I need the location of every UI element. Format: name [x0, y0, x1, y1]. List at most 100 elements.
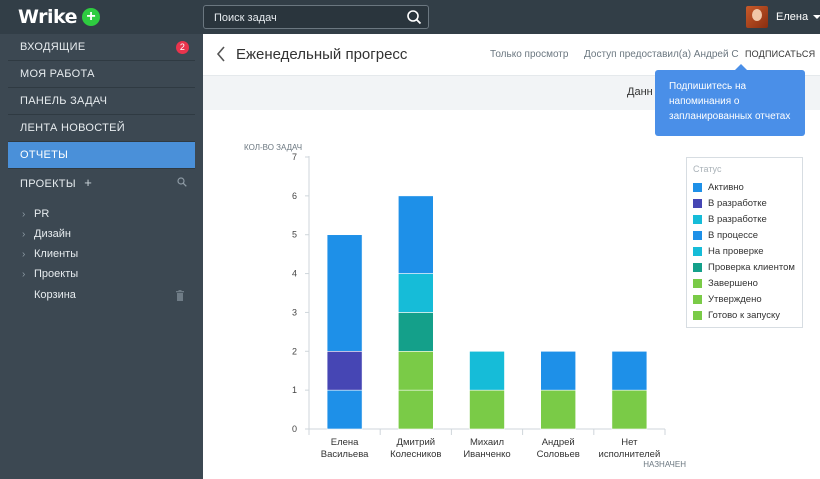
- y-tick-label: 0: [292, 424, 297, 434]
- legend-item[interactable]: Проверка клиентом: [693, 260, 795, 274]
- bar-segment: [398, 350, 434, 391]
- legend-swatch: [693, 310, 702, 320]
- legend-swatch: [693, 230, 702, 240]
- search-input[interactable]: [214, 9, 404, 26]
- bar-segment: [326, 389, 363, 430]
- chevron-down-icon: [813, 15, 820, 19]
- legend-item[interactable]: Утверждено: [693, 292, 762, 306]
- avatar: [746, 6, 768, 28]
- legend-label: Завершено: [708, 277, 758, 289]
- sidebar: ВХОДЯЩИЕ 2 МОЯ РАБОТА ПАНЕЛЬ ЗАДАЧ ЛЕНТА…: [0, 34, 203, 479]
- legend-label: Утверждено: [708, 293, 762, 305]
- bar-segment: [469, 389, 505, 430]
- x-axis-label: НАЗНАЧЕН: [643, 460, 686, 469]
- sidebar-item-label: ВХОДЯЩИЕ: [20, 41, 86, 53]
- sidebar-item-label: ЛЕНТА НОВОСТЕЙ: [20, 122, 126, 134]
- legend-swatch: [693, 214, 702, 224]
- legend-item[interactable]: Завершено: [693, 276, 758, 290]
- bar-segment: [398, 273, 434, 313]
- search-box: [203, 5, 429, 29]
- x-tick-label: Колесников: [390, 449, 441, 460]
- x-tick-label: Дмитрий: [397, 437, 436, 448]
- shared-by-label: Доступ предоставил(а) Андрей С: [584, 49, 739, 60]
- report-header: Еженедельный прогресс Только просмотр До…: [203, 34, 820, 76]
- tree-item-pr[interactable]: › PR: [22, 204, 49, 224]
- user-menu[interactable]: Елена: [746, 5, 820, 29]
- y-tick-label: 6: [292, 191, 297, 201]
- bar-segment: [398, 195, 434, 274]
- sidebar-item-my-work[interactable]: МОЯ РАБОТА: [8, 61, 195, 88]
- bar-segment: [611, 350, 648, 391]
- bar-segment: [611, 389, 648, 430]
- legend-label: Проверка клиентом: [708, 261, 795, 273]
- add-new-button[interactable]: +: [82, 8, 100, 26]
- legend-item[interactable]: Активно: [693, 180, 744, 194]
- bar-segment: [540, 389, 577, 430]
- x-tick-label: Васильева: [321, 449, 369, 460]
- tree-item-clients[interactable]: › Клиенты: [22, 244, 78, 264]
- search-icon[interactable]: [177, 177, 187, 187]
- sidebar-item-projects[interactable]: ПРОЕКТЫ +: [8, 169, 195, 196]
- sidebar-item-reports[interactable]: ОТЧЕТЫ: [8, 142, 195, 169]
- sidebar-item-news-feed[interactable]: ЛЕНТА НОВОСТЕЙ: [8, 115, 195, 142]
- sidebar-item-label: МОЯ РАБОТА: [20, 68, 95, 80]
- tree-item-label: Дизайн: [34, 228, 71, 240]
- y-tick-label: 5: [292, 230, 297, 240]
- legend-swatch: [693, 294, 702, 304]
- x-tick-label: Нет: [621, 437, 638, 448]
- x-tick-label: Елена: [331, 437, 359, 448]
- y-tick-label: 4: [292, 269, 297, 279]
- unread-badge: 2: [176, 41, 189, 54]
- bar-segment: [326, 234, 363, 352]
- chevron-right-icon[interactable]: ›: [22, 249, 26, 260]
- add-project-button[interactable]: +: [84, 175, 93, 190]
- legend-label: В разработке: [708, 197, 767, 209]
- tree-item-label: Клиенты: [34, 248, 79, 260]
- y-tick-label: 3: [292, 307, 297, 317]
- user-name: Елена: [776, 11, 809, 23]
- page-title: Еженедельный прогресс: [236, 46, 408, 63]
- chevron-right-icon[interactable]: ›: [22, 209, 26, 220]
- sidebar-item-task-board[interactable]: ПАНЕЛЬ ЗАДАЧ: [8, 88, 195, 115]
- sidebar-item-label: ПАНЕЛЬ ЗАДАЧ: [20, 95, 108, 107]
- legend-swatch: [693, 198, 702, 208]
- y-tick-label: 1: [292, 385, 297, 395]
- data-label: Данн: [627, 86, 653, 98]
- subscribe-button[interactable]: ПОДПИСАТЬСЯ: [745, 49, 816, 59]
- search-icon[interactable]: [406, 9, 422, 25]
- legend-item[interactable]: Готово к запуску: [693, 308, 780, 322]
- top-bar: Wrike + Елена: [0, 0, 820, 34]
- tree-item-label: Проекты: [34, 268, 79, 280]
- trash-icon[interactable]: [175, 290, 185, 301]
- tree-item-trash[interactable]: Корзина: [22, 285, 76, 305]
- chart-legend: Статус Активно В разработке В разработке В …: [686, 157, 803, 328]
- chevron-right-icon[interactable]: ›: [22, 269, 26, 280]
- chevron-right-icon[interactable]: ›: [22, 229, 26, 240]
- legend-title: Статус: [693, 164, 722, 174]
- x-tick-label: Андрей: [542, 437, 575, 448]
- x-tick-label: Соловьев: [537, 449, 580, 460]
- tree-item-label: Корзина: [34, 289, 76, 301]
- y-tick-label: 2: [292, 346, 297, 356]
- legend-label: Активно: [708, 181, 744, 193]
- subscribe-tooltip: Подпишитесь на напоминания о запланирова…: [655, 64, 805, 136]
- legend-item[interactable]: В разработке: [693, 212, 767, 226]
- wrike-logo[interactable]: Wrike: [18, 6, 78, 28]
- tree-item-design[interactable]: › Дизайн: [22, 224, 71, 244]
- legend-swatch: [693, 182, 702, 192]
- sidebar-item-label: ПРОЕКТЫ: [20, 178, 76, 190]
- legend-swatch: [693, 246, 702, 256]
- sidebar-item-inbox[interactable]: ВХОДЯЩИЕ 2: [8, 34, 195, 61]
- bar-segment: [398, 389, 434, 430]
- legend-swatch: [693, 262, 702, 272]
- tree-item-projects[interactable]: › Проекты: [22, 264, 78, 284]
- legend-item[interactable]: В процессе: [693, 228, 758, 242]
- legend-item[interactable]: На проверке: [693, 244, 764, 258]
- back-arrow-icon[interactable]: [215, 45, 227, 63]
- bar-segment: [540, 350, 577, 391]
- legend-item[interactable]: В разработке: [693, 196, 767, 210]
- tree-item-label: PR: [34, 208, 50, 220]
- bar-segment: [469, 350, 505, 391]
- y-axis-label: КОЛ-ВО ЗАДАЧ: [244, 143, 302, 152]
